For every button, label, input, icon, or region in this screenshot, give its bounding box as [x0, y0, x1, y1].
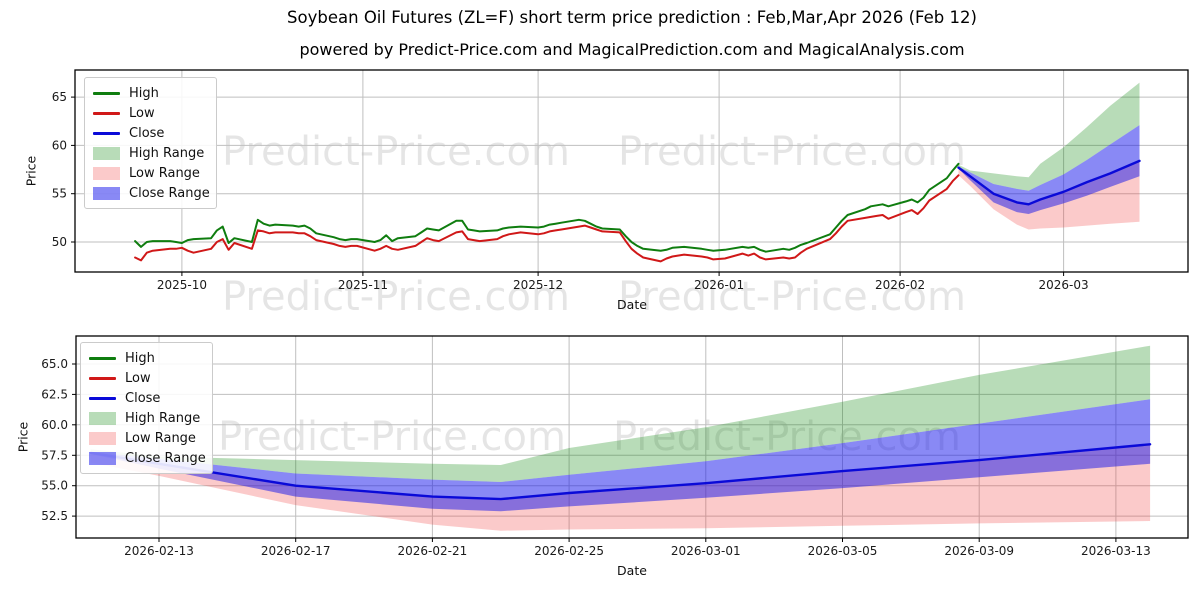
x-tick-label: 2026-03: [1039, 278, 1089, 292]
legend-label: Low Range: [125, 430, 196, 446]
legend-bottom: High Low Close High Range Low Range Clos…: [80, 342, 213, 474]
x-axis-label-bottom: Date: [617, 563, 647, 578]
y-tick-label: 57.5: [41, 448, 68, 462]
close-range-swatch: [93, 186, 120, 200]
watermark-text: Predict-Price.com: [218, 415, 566, 460]
x-tick-label: 2026-03-09: [944, 544, 1014, 558]
legend-item-high: High: [89, 348, 206, 368]
y-tick-label: 62.5: [41, 387, 68, 401]
legend-item-close: Close: [93, 123, 210, 143]
high-range-swatch: [89, 411, 116, 425]
close-line-swatch: [93, 131, 120, 135]
x-tick-label: 2026-01: [694, 278, 744, 292]
low-line: [134, 174, 960, 263]
watermark-row: Predict-Price.com Predict-Price.com: [0, 275, 1200, 321]
watermark-text: Predict-Price.com: [618, 130, 966, 175]
low-range-swatch: [93, 166, 120, 180]
legend-item-high-range: High Range: [89, 408, 206, 428]
high-range-band: [90, 345, 1151, 482]
close-range-swatch: [89, 451, 116, 465]
close-line-swatch: [89, 396, 116, 400]
legend-item-low: Low: [89, 368, 206, 388]
legend-item-close-range: Close Range: [93, 183, 210, 203]
low-range-band: [958, 160, 1140, 230]
legend-item-close-range: Close Range: [89, 448, 206, 468]
legend-label: Close Range: [125, 450, 206, 466]
x-tick-label: 2026-02-13: [124, 544, 194, 558]
legend-label: High: [125, 350, 155, 366]
x-tick-label: 2026-03-13: [1081, 544, 1151, 558]
watermark-text: Predict-Price.com: [618, 275, 966, 320]
high-range-band: [958, 82, 1140, 191]
watermark-text: Predict-Price.com: [222, 130, 570, 175]
low-range-swatch: [89, 431, 116, 445]
page-subtitle: powered by Predict-Price.com and Magical…: [299, 40, 965, 59]
y-tick-label: 55: [52, 187, 67, 201]
legend-label: Close: [129, 125, 165, 141]
high-line-swatch: [89, 356, 116, 360]
close-line: [89, 443, 1152, 501]
low-range-band: [90, 444, 1151, 531]
legend-item-close: Close: [89, 388, 206, 408]
watermark-text: Predict-Price.com: [222, 275, 570, 320]
legend-item-high: High: [93, 83, 210, 103]
close-range-band: [90, 399, 1151, 512]
legend-item-high-range: High Range: [93, 143, 210, 163]
y-tick-label: 50: [52, 235, 67, 249]
legend-label: Close: [125, 390, 161, 406]
legend-label: High Range: [125, 410, 201, 426]
y-axis-label-bottom: Price: [15, 421, 31, 453]
x-tick-label: 2026-02-25: [534, 544, 604, 558]
y-tick-label: 55.0: [41, 479, 68, 493]
low-line-swatch: [89, 376, 116, 380]
legend-label: Close Range: [129, 185, 210, 201]
y-tick-label: 52.5: [41, 509, 68, 523]
legend-label: Low: [129, 105, 155, 121]
high-range-swatch: [93, 146, 120, 160]
x-tick-label: 2026-02-21: [398, 544, 468, 558]
y-axis-label-top: Price: [23, 155, 39, 187]
close-line: [957, 159, 1141, 206]
close-range-band: [958, 125, 1140, 214]
watermark-row: Predict-Price.com Predict-Price.com: [0, 130, 1200, 176]
high-line-swatch: [93, 91, 120, 95]
y-tick-label: 60: [52, 138, 67, 152]
x-tick-label: 2025-12: [513, 278, 563, 292]
high-line: [134, 162, 960, 253]
legend-item-low: Low: [93, 103, 210, 123]
chart-history-and-forecast: 2025-10 2025-11 2025-12 2026-01 2026-02 2026-…: [52, 69, 1189, 292]
y-tick-label: 65.0: [41, 357, 68, 371]
legend-label: Low: [125, 370, 151, 386]
legend-top: High Low Close High Range Low Range Clos…: [84, 77, 217, 209]
low-line-swatch: [93, 111, 120, 115]
x-tick-label: 2026-02-17: [261, 544, 331, 558]
x-axis-label-top: Date: [617, 297, 647, 312]
chart-forecast-detail: 2026-02-13 2026-02-17 2026-02-21 2026-02-25…: [41, 335, 1189, 558]
legend-label: Low Range: [129, 165, 200, 181]
axes-spines: [75, 335, 1189, 539]
legend-label: High: [129, 85, 159, 101]
x-tick-label: 2026-03-01: [671, 544, 741, 558]
x-tick-label: 2026-03-05: [808, 544, 878, 558]
legend-label: High Range: [129, 145, 205, 161]
y-tick-label: 65: [52, 90, 67, 104]
axes-spines: [74, 69, 1189, 273]
x-tick-label: 2025-10: [157, 278, 207, 292]
y-tick-label: 60.0: [41, 418, 68, 432]
x-tick-label: 2026-02: [875, 278, 925, 292]
legend-item-low-range: Low Range: [89, 428, 206, 448]
legend-item-low-range: Low Range: [93, 163, 210, 183]
page-title: Soybean Oil Futures (ZL=F) short term pr…: [287, 8, 977, 27]
x-tick-label: 2025-11: [338, 278, 388, 292]
